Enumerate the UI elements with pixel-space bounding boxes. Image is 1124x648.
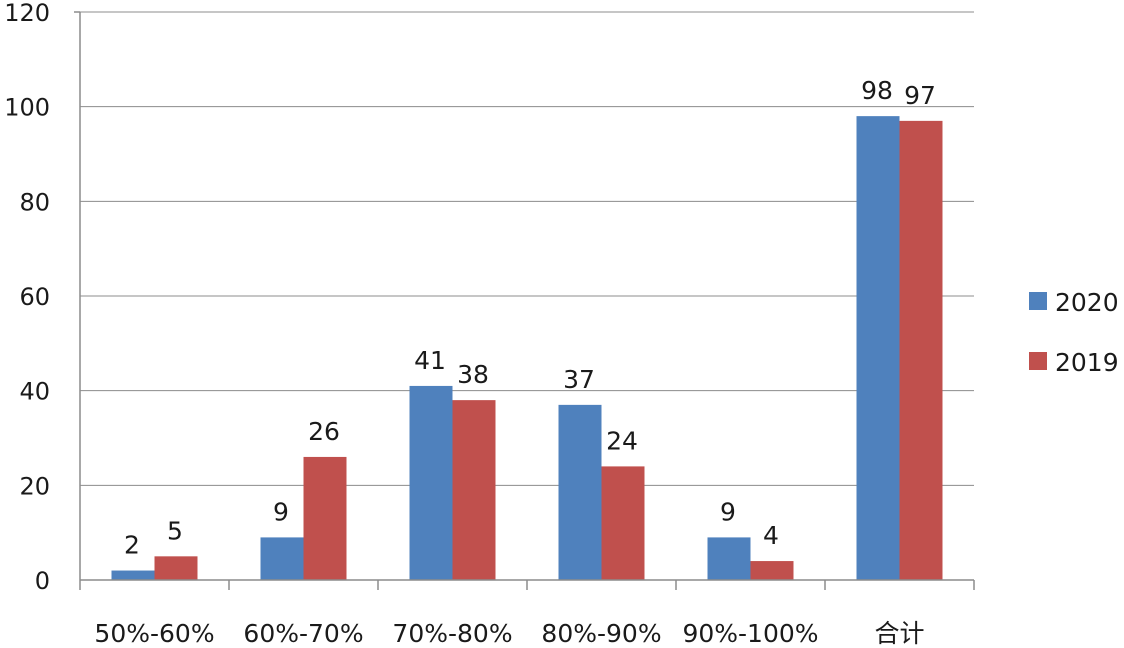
bar-2019-5	[899, 120, 943, 580]
data-label: 41	[414, 346, 446, 375]
data-label: 26	[308, 417, 340, 446]
y-tick-label: 100	[4, 94, 50, 122]
x-category-label: 70%-80%	[392, 619, 512, 648]
data-label: 38	[457, 360, 489, 389]
x-category-label: 90%-100%	[682, 619, 818, 648]
gridlines	[80, 11, 974, 486]
bar-2020-1	[260, 537, 304, 580]
y-tick-label: 120	[4, 0, 50, 27]
y-tick-label: 80	[19, 188, 50, 216]
data-label: 2	[124, 531, 140, 560]
bar-2020-3	[558, 404, 602, 580]
y-tick-label: 0	[35, 567, 50, 595]
y-tick-label: 60	[19, 283, 50, 311]
data-label: 98	[861, 76, 893, 105]
y-tick-label: 20	[19, 472, 50, 500]
legend-swatch-2019	[1029, 352, 1047, 370]
legend: 2020 2019	[1029, 288, 1119, 377]
bar-2019-1	[303, 456, 347, 580]
data-label: 97	[904, 81, 936, 110]
x-axis-category-labels: 50%-60% 60%-70% 70%-80% 80%-90% 90%-100% 合计	[94, 619, 924, 648]
x-category-label: 50%-60%	[94, 619, 214, 648]
x-category-label: 合计	[874, 619, 924, 648]
bar-2019-0	[154, 556, 198, 580]
y-tick-label: 40	[19, 378, 50, 406]
bars	[111, 116, 943, 580]
data-label: 24	[606, 426, 638, 455]
bar-2020-2	[409, 385, 453, 580]
x-category-label: 60%-70%	[243, 619, 363, 648]
data-label: 37	[563, 365, 595, 394]
bar-2019-3	[601, 466, 645, 580]
data-label: 9	[273, 497, 289, 526]
bar-2020-0	[111, 570, 155, 580]
bar-2019-4	[750, 561, 794, 580]
data-label: 5	[167, 516, 183, 545]
bar-2020-5	[856, 116, 900, 580]
y-axis-ticks: 0 20 40 60 80 100 120	[4, 0, 50, 595]
legend-label-2020: 2020	[1055, 288, 1119, 317]
bar-2020-4	[707, 537, 751, 580]
legend-label-2019: 2019	[1055, 348, 1119, 377]
axes	[74, 11, 975, 590]
data-label: 9	[720, 497, 736, 526]
bar-2019-2	[452, 400, 496, 580]
data-label: 4	[763, 521, 779, 550]
x-category-label: 80%-90%	[541, 619, 661, 648]
legend-swatch-2020	[1029, 292, 1047, 310]
